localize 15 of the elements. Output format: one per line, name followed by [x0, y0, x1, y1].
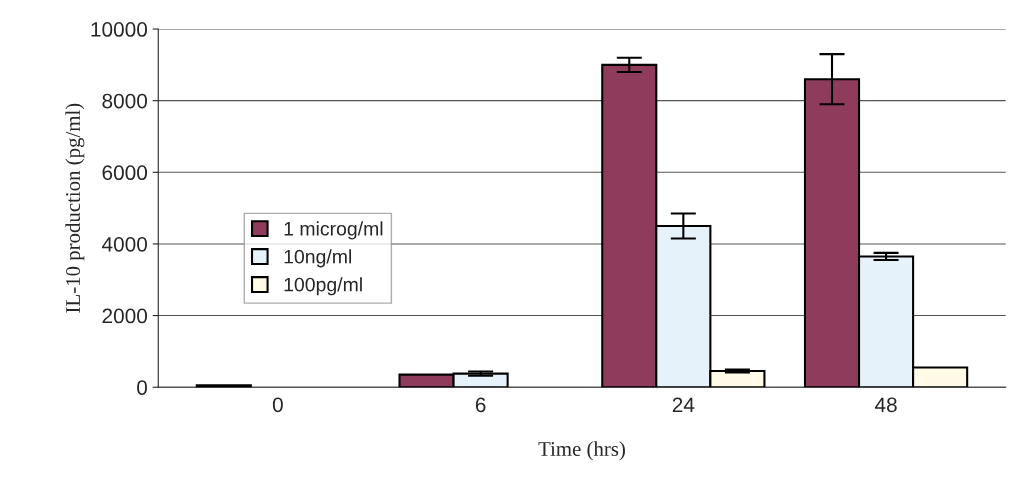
y-axis-title: IL-10 production (pg/ml)	[65, 103, 85, 313]
y-tick-label: 0	[137, 380, 148, 395]
y-tick-label: 6000	[102, 165, 148, 181]
y-tick-label: 2000	[102, 308, 148, 324]
y-tick-label: 8000	[102, 93, 148, 109]
y-tick-label: 10000	[91, 22, 148, 37]
y-tick-label: 4000	[101, 236, 148, 252]
legend-label: 1 microg/ml	[284, 221, 383, 240]
x-tick-label: 0	[272, 397, 283, 413]
x-tick-label: 48	[874, 397, 897, 413]
legend-label: 100pg/ml	[284, 277, 362, 296]
legend-label: 10ng/ml	[284, 249, 352, 268]
x-tick-label: 24	[672, 397, 695, 413]
x-tick-label: 6	[475, 397, 486, 413]
x-axis-title: Time (hrs)	[538, 441, 625, 461]
